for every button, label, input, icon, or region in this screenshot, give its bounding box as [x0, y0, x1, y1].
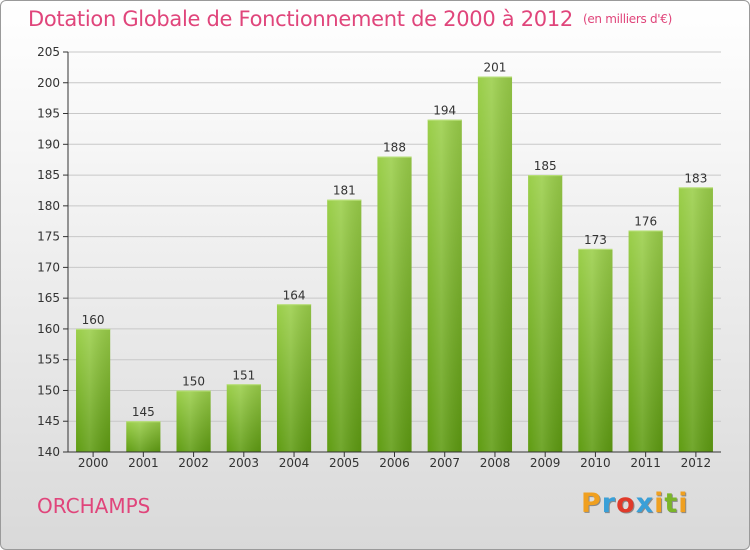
x-tick-label: 2003 [229, 456, 260, 470]
y-tick-label: 180 [37, 199, 60, 213]
logo-letter: r [601, 488, 617, 519]
bars [76, 76, 713, 453]
y-tick-label: 205 [37, 45, 60, 59]
logo-letter: i [654, 488, 665, 519]
logo-letter: i [678, 488, 689, 519]
x-tick-label: 2007 [429, 456, 460, 470]
y-axis: 140 145 150 155 160 165 170 175 180 185 190 195 200 2… [37, 45, 69, 459]
bar-shine [76, 328, 111, 452]
y-tick-label: 175 [37, 230, 60, 244]
proxiti-logo: Proxiti [581, 488, 689, 519]
chart-title: Dotation Globale de Fonctionnement de 20… [28, 7, 672, 31]
bar-shine [628, 230, 663, 452]
y-tick-label: 185 [37, 168, 60, 182]
x-tick-label: 2006 [379, 456, 410, 470]
bar-value-label: 194 [433, 104, 456, 118]
bar-shine [427, 119, 462, 452]
x-tick-label: 2001 [128, 456, 159, 470]
y-tick-label: 150 [37, 383, 60, 397]
bar-value-label: 173 [584, 233, 607, 247]
x-tick-label: 2009 [530, 456, 561, 470]
x-tick-label: 2011 [630, 456, 661, 470]
bar-value-label: 151 [232, 368, 255, 382]
bar-value-label: 150 [182, 374, 205, 388]
bar-shine [327, 199, 362, 452]
x-tick-label: 2000 [78, 456, 109, 470]
bar-shine [276, 304, 312, 452]
chart-unit: (en milliers d'€) [582, 12, 672, 26]
bar-shine [578, 248, 613, 452]
x-tick-label: 2005 [329, 456, 360, 470]
y-tick-label: 155 [37, 353, 60, 367]
bar-value-label: 183 [684, 171, 707, 185]
x-tick-label: 2012 [681, 456, 712, 470]
x-tick-label: 2004 [279, 456, 310, 470]
logo-letter: o [616, 488, 636, 519]
x-tick-label: 2010 [580, 456, 611, 470]
y-tick-label: 195 [37, 107, 60, 121]
commune-name: ORCHAMPS [37, 494, 151, 518]
bar-value-label: 201 [484, 61, 507, 75]
x-tick-label: 2008 [480, 456, 511, 470]
y-tick-label: 160 [37, 322, 60, 336]
bar-shine [176, 390, 211, 452]
y-tick-label: 145 [37, 414, 60, 428]
y-tick-label: 165 [37, 291, 60, 305]
x-axis: 2000 2001 2002 2003 2004 2005 2006 2007 2008 2009… [68, 451, 721, 470]
x-tick-label: 2002 [178, 456, 209, 470]
logo-letter: P [581, 488, 602, 519]
bar-shine [226, 384, 261, 452]
bar-shine [678, 187, 713, 452]
bar-shine [126, 421, 161, 452]
bar-value-labels: 160 145 150 151 164 181 188 194 201 185 173 176 183 [82, 61, 708, 420]
y-tick-label: 200 [37, 76, 60, 90]
bar-value-label: 181 [333, 184, 356, 198]
bar-value-label: 185 [534, 159, 557, 173]
bar-value-label: 160 [82, 313, 105, 327]
y-tick-label: 170 [37, 260, 60, 274]
bar-value-label: 188 [383, 141, 406, 155]
bar-shine [377, 156, 412, 452]
logo-letter: t [664, 488, 679, 519]
y-tick-label: 140 [37, 445, 60, 459]
bar-shine [528, 175, 563, 453]
bar-value-label: 176 [634, 214, 657, 228]
bar-value-label: 164 [283, 288, 306, 302]
logo-letter: x [635, 488, 655, 519]
y-tick-label: 190 [37, 137, 60, 151]
chart-title-text: Dotation Globale de Fonctionnement de 20… [28, 7, 573, 31]
bar-value-label: 145 [132, 405, 155, 419]
bar-shine [477, 76, 513, 452]
